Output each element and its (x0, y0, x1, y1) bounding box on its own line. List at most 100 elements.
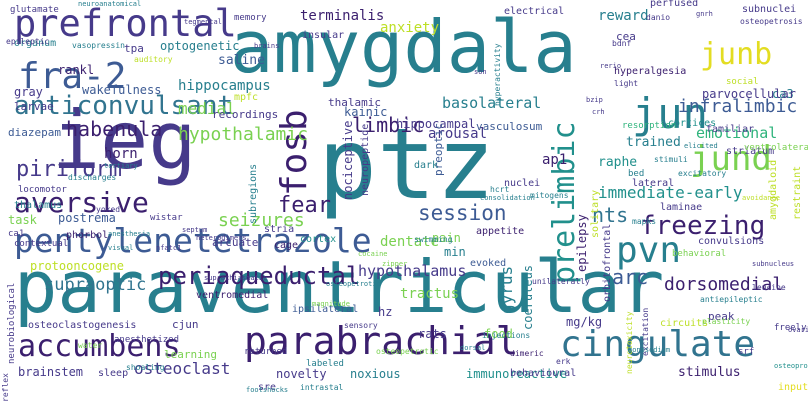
word-lateral: lateral (632, 178, 674, 189)
word-anesthetized: anesthetized (114, 335, 179, 345)
word-bdnf: bdnf (612, 39, 631, 48)
word-pvn: pvn (616, 230, 681, 271)
word-appetite: appetite (476, 226, 524, 237)
word-heterodimers: heterodimers (196, 234, 247, 242)
word-nociceptive: nociceptive (341, 121, 355, 200)
word-osteopetrotic: osteopetrotic (326, 280, 381, 288)
word-gyrus: gyrus (497, 266, 516, 314)
word-piriform: piriform (16, 157, 122, 182)
word-nuclei: nuclei (504, 178, 540, 189)
word-freely: freely (774, 323, 807, 333)
word-pain: pain (432, 231, 461, 245)
word-stria: stria (264, 224, 294, 235)
word-behavioural: behavioural (510, 368, 576, 379)
word-cjun: cjun (172, 318, 199, 331)
word-input: input (778, 382, 808, 393)
word-bzip: bzip (586, 96, 603, 104)
word-coeruleus: coeruleus (521, 265, 535, 330)
word-gray: gray (14, 85, 43, 99)
word-ventromedial: ventromedial (196, 290, 268, 301)
word-session: session (418, 201, 507, 225)
word-kainic: kainic (344, 105, 387, 119)
word-leucine: leucine (752, 283, 786, 292)
word-excitatory: excitatory (678, 169, 726, 178)
word-fra-2: fra-2 (18, 56, 126, 97)
word-junb: junb (700, 37, 772, 72)
word-thalamic: thalamic (328, 96, 381, 109)
word-supraoptic: supraoptic (44, 275, 146, 295)
word-ca3: ca3 (772, 87, 794, 101)
word-mitogens: mitogens (530, 191, 569, 200)
word-injections: injections (482, 331, 530, 340)
word-septum: septum (182, 226, 207, 234)
word-epilepsy: epilepsy (575, 214, 589, 272)
word-rats: rats (418, 327, 447, 341)
word-consolidation: consolidation (480, 194, 535, 202)
word-striatum: striatum (726, 146, 774, 157)
word-returned: returned (244, 347, 287, 357)
word-peak: peak (708, 310, 735, 323)
word-erk: erk (556, 357, 571, 366)
word-epileptic: epileptic (6, 37, 50, 46)
word-wistar: wistar (150, 213, 183, 223)
word-horn: horn (104, 146, 138, 162)
word-orbitofrontal: orbitofrontal (602, 224, 613, 302)
word-optogenetic: optogenetic (160, 39, 239, 53)
word-stimuli: stimuli (654, 155, 688, 164)
word-plasticity: plasticity (702, 317, 750, 326)
word-avoidance: avoidance (742, 194, 780, 202)
word-basolateral: basolateral (442, 94, 541, 112)
word-arcuate: arcuate (212, 236, 258, 249)
word-rerio: rerio (600, 62, 621, 70)
word-solitary: solitary (590, 190, 601, 238)
word-auditory: auditory (134, 55, 173, 64)
word-emotional: emotional (696, 124, 777, 142)
word-convulsions: convulsions (698, 236, 764, 247)
word-diazepam: diazepam (8, 126, 61, 139)
word-terminalis: terminalis (300, 8, 384, 24)
word-sleep: sleep (98, 368, 128, 379)
word-gnrh: gnrh (696, 10, 713, 18)
word-ovariectomized: ovariectomized (788, 326, 808, 334)
word-yoked: yoked (96, 205, 120, 214)
word-ipsilateral: ipsilateral (292, 304, 358, 315)
word-parabrachial: parabrachial (244, 319, 519, 363)
word-immediate-early: immediate-early (598, 183, 743, 202)
word-visual: visual (108, 244, 133, 252)
word-trained: trained (626, 135, 681, 150)
word-anxiety: anxiety (380, 20, 439, 36)
word-amygdala: amygdala (230, 5, 577, 89)
word-mg-kg: mg/kg (566, 315, 602, 329)
word-organum: organum (14, 38, 56, 49)
word-cingulate: cingulate (560, 324, 755, 365)
word-cortex: cortex (300, 234, 336, 245)
word-ventrolateral: ventrolateral (744, 143, 808, 153)
word-arc: arc (612, 265, 648, 289)
word-protooncogene: protooncogene (30, 259, 124, 273)
word-mpfc: mpfc (234, 92, 258, 103)
word-cage: cage (274, 240, 298, 251)
word-discharges: discharges (68, 173, 116, 182)
word-reward: reward (598, 8, 649, 24)
word-subnuclei: subnuclei (742, 4, 796, 15)
word-brainstem: brainstem (18, 365, 83, 379)
word-restraint: restraint (792, 166, 803, 220)
word-hippocampal: hippocampal (396, 117, 475, 131)
word-hz: hz (378, 305, 392, 319)
word-periaqueductal: periaqueductal (158, 262, 360, 290)
word-electrical: electrical (504, 6, 564, 17)
word-medial: medial (178, 99, 236, 118)
word-novelty: novelty (276, 367, 327, 381)
word-circuits: circuits (660, 318, 708, 329)
word-perfused: perfused (650, 0, 698, 9)
word-seizures: seizures (218, 210, 305, 231)
word-hcrt: hcrt (490, 185, 509, 194)
word-phorbol: phorbol (66, 230, 108, 241)
word-shoaling: shoaling (126, 363, 165, 372)
word-swimming: swimming (414, 235, 453, 244)
word-danio: danio (646, 13, 670, 22)
word-bed: bed (628, 169, 644, 179)
word-ptz: ptz (318, 108, 495, 222)
word-vasculosum: vasculosum (476, 120, 543, 133)
